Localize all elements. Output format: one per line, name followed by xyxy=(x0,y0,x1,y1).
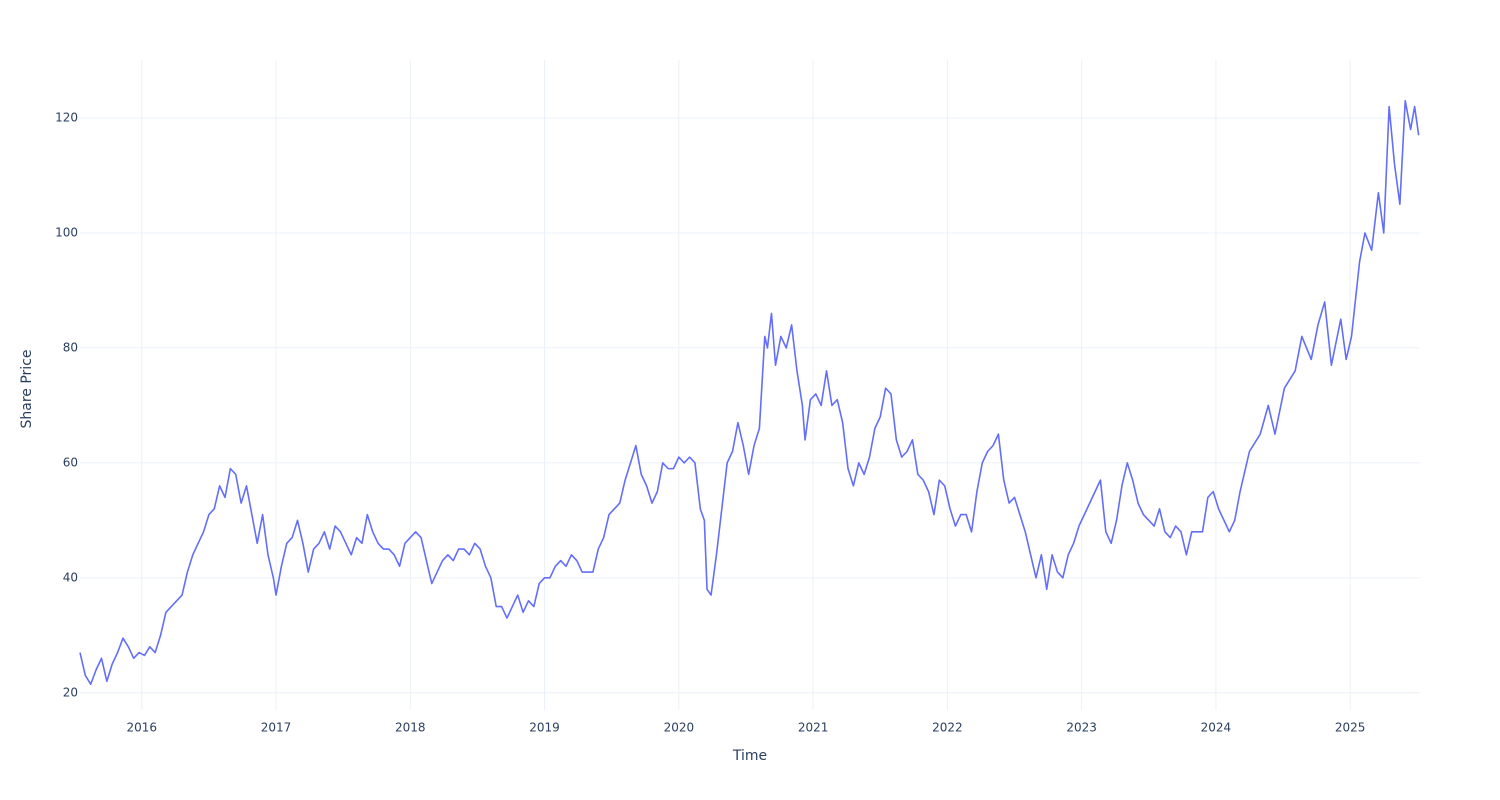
x-tick-label: 2022 xyxy=(932,721,963,735)
x-tick-label: 2024 xyxy=(1201,721,1232,735)
y-tick-label: 60 xyxy=(63,455,78,469)
y-tick-label: 100 xyxy=(55,225,78,239)
y-tick-label: 20 xyxy=(63,685,78,699)
y-tick-label: 120 xyxy=(55,111,78,125)
x-tick-label: 2021 xyxy=(798,721,829,735)
x-tick-label: 2019 xyxy=(529,721,560,735)
x-tick-label: 2025 xyxy=(1335,721,1366,735)
price-line xyxy=(79,100,1420,685)
x-tick-label: 2023 xyxy=(1066,721,1097,735)
x-tick-label: 2017 xyxy=(261,721,292,735)
x-tick-label: 2020 xyxy=(664,721,695,735)
y-tick-label: 80 xyxy=(63,340,78,354)
y-tick-label: 40 xyxy=(63,570,78,584)
x-tick-label: 2016 xyxy=(126,721,157,735)
x-axis-title: Time xyxy=(732,748,767,764)
x-tick-label: 2018 xyxy=(395,721,426,735)
y-axis-title: Share Price xyxy=(19,349,35,428)
